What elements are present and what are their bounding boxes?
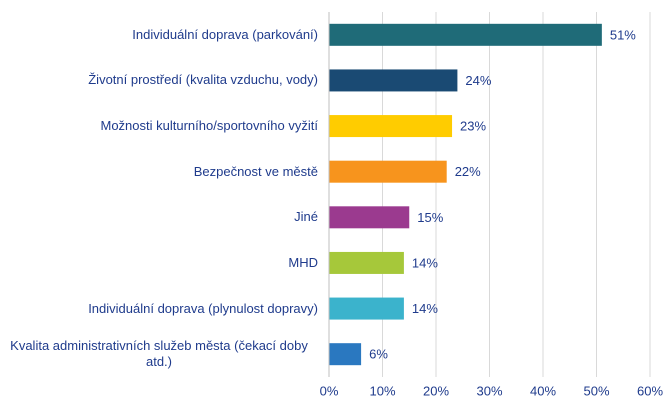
bar <box>329 297 404 320</box>
category-label-box: Individuální doprava (plynulost dopravy) <box>0 289 318 329</box>
bar <box>329 206 410 229</box>
category-label-box: Individuální doprava (parkování) <box>0 15 318 55</box>
category-label-wrap: Možnosti kulturního/sportovního vyžití <box>0 106 319 146</box>
category-label: Bezpečnost ve městě <box>193 163 318 179</box>
x-tick-label: 50% <box>583 383 609 398</box>
category-label-wrap: Jiné <box>0 197 318 237</box>
category-label-wrap: MHD <box>0 243 318 283</box>
x-tick-label: 0% <box>320 383 339 398</box>
category-label-wrap: Individuální doprava (parkování) <box>0 15 318 55</box>
category-label-box: Bezpečnost ve městě <box>0 152 318 192</box>
x-tick-label: 30% <box>476 383 502 398</box>
category-label-box: Životní prostředí (kvalita vzduchu, vody… <box>0 60 318 100</box>
bar <box>329 251 404 274</box>
bar <box>329 69 458 92</box>
category-label-box: Jiné <box>0 197 318 237</box>
bar <box>329 343 362 366</box>
value-label: 15% <box>417 210 443 225</box>
bar <box>329 23 602 46</box>
value-label: 14% <box>412 255 438 270</box>
category-label: Životní prostředí (kvalita vzduchu, vody… <box>88 72 318 88</box>
category-label: Individuální doprava (plynulost dopravy) <box>88 300 318 316</box>
x-tick-label: 20% <box>423 383 449 398</box>
value-label: 6% <box>369 347 388 362</box>
value-label: 24% <box>465 73 491 88</box>
category-label-wrap: Životní prostředí (kvalita vzduchu, vody… <box>0 60 318 100</box>
category-label-wrap: Bezpečnost ve městě <box>0 152 318 192</box>
x-tick-label: 60% <box>637 383 663 398</box>
x-tick-label: 10% <box>369 383 395 398</box>
category-label-box: Možnosti kulturního/sportovního vyžití <box>0 106 319 146</box>
category-label: Kvalita administrativních služeb města (… <box>10 338 308 370</box>
value-label: 23% <box>460 119 486 134</box>
category-label: Možnosti kulturního/sportovního vyžití <box>100 118 319 134</box>
bar <box>329 115 453 138</box>
value-label: 22% <box>455 164 481 179</box>
x-tick-label: 40% <box>530 383 556 398</box>
category-label-wrap: Kvalita administrativních služeb města (… <box>0 334 318 374</box>
category-label-box: Kvalita administrativních služeb města (… <box>0 334 318 374</box>
category-label: MHD <box>288 254 318 270</box>
category-label-wrap: Individuální doprava (plynulost dopravy) <box>0 289 318 329</box>
category-label: Jiné <box>294 209 318 225</box>
value-label: 51% <box>610 27 636 42</box>
category-label-box: MHD <box>0 243 318 283</box>
value-label: 14% <box>412 301 438 316</box>
category-label: Individuální doprava (parkování) <box>132 26 318 42</box>
bar <box>329 160 447 183</box>
